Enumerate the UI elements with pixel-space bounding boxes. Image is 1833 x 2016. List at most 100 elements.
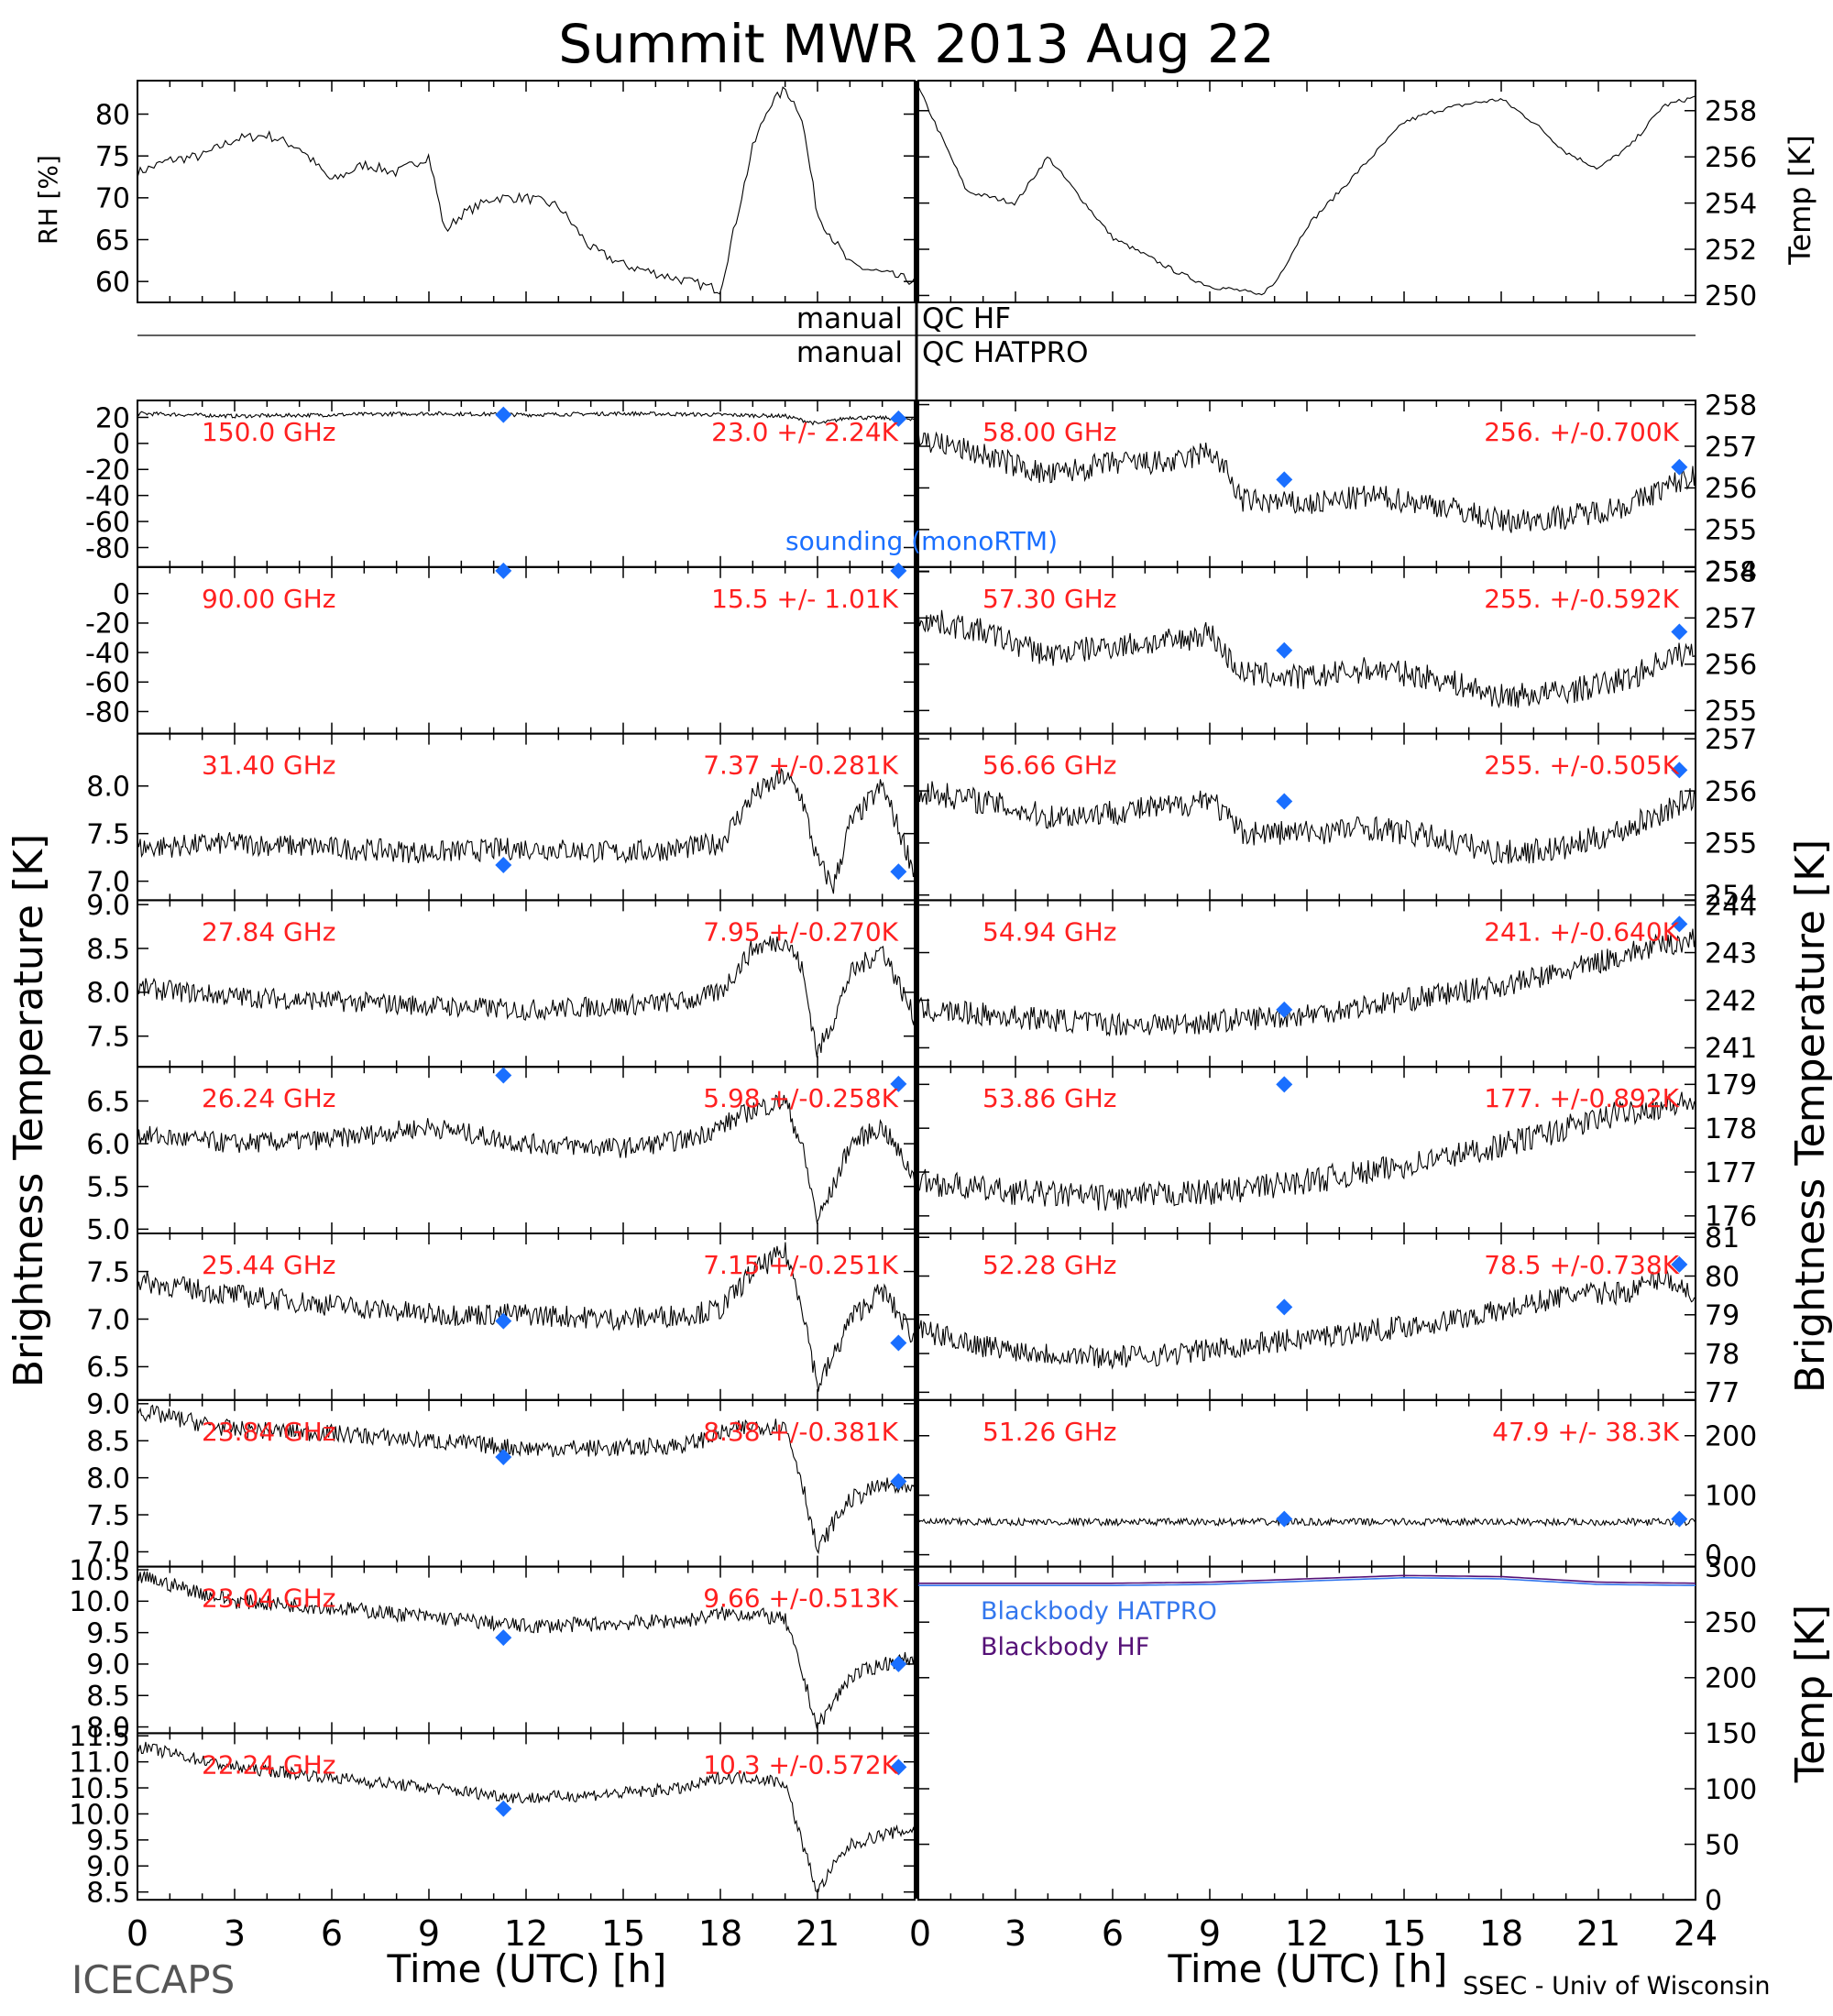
tb-series-line [137,767,916,894]
y-tick-label: 255 [1705,515,1757,547]
bb-hf-line [918,1574,1696,1584]
y-tick-label: 254 [1705,188,1757,220]
stats-label: 256. +/-0.700K [1484,417,1679,447]
rh-axis-label: RH [%] [33,155,63,245]
sounding-marker [890,1655,907,1672]
sounding-marker [890,1759,907,1776]
tb-series-line [137,1094,916,1225]
sounding-marker [1671,458,1688,476]
frequency-label: 31.40 GHz [202,751,336,781]
tb-series-line [137,411,916,426]
y-tick-label: 9.5 [86,1617,130,1649]
stats-label: 9.66 +/-0.513K [703,1583,898,1614]
y-tick-label: 100 [1705,1774,1757,1806]
y-tick-label: 11.5 [69,1721,130,1753]
qc-hf-right-label: QC HF [922,302,1011,335]
sounding-marker [495,562,512,579]
y-tick-label: 9.0 [86,1851,130,1883]
y-tick-label: 7.5 [86,1022,130,1054]
y-tick-label: 0 [1705,1539,1722,1572]
y-tick-label: 100 [1705,1480,1757,1512]
y-tick-label: 200 [1705,1663,1757,1695]
x-tick-label: 12 [1285,1913,1329,1954]
y-tick-label: 79 [1705,1300,1740,1332]
sounding-marker [1671,1255,1688,1273]
sounding-marker [1276,1001,1293,1018]
y-tick-label: 7.0 [86,866,130,898]
y-tick-label: 0 [1705,1885,1722,1917]
stats-label: 78.5 +/-0.738K [1484,1250,1679,1280]
y-tick-label: 258 [1705,389,1757,422]
y-tick-label: 50 [1705,1829,1740,1861]
y-tick-label: 7.5 [86,1256,130,1288]
sounding-marker [1671,915,1688,933]
y-tick-label: 75 [95,141,130,173]
y-tick-label: 80 [1705,1261,1740,1293]
stats-label: 8.38 +/-0.381K [703,1417,898,1447]
sounding-legend: sounding (monoRTM) [785,526,1058,556]
y-tick-label: 7.0 [86,1537,130,1569]
temp-axis-label: Temp [K] [1783,135,1817,265]
sounding-marker [495,1312,512,1330]
stats-label: 15.5 +/- 1.01K [711,584,898,614]
y-tick-label: 257 [1705,603,1757,635]
y-tick-label: 11.0 [69,1747,130,1779]
y-tick-label: 80 [95,99,130,131]
tb-series-line [917,1267,1696,1370]
sounding-marker [1671,1510,1688,1528]
y-tick-label: -60 [85,667,130,699]
bb-hf-legend: Blackbody HF [981,1633,1149,1661]
x-tick-label: 9 [1199,1913,1221,1954]
x-tick-label: 3 [224,1913,246,1954]
x-tick-label: 21 [1576,1913,1620,1954]
x-tick-label: 15 [1382,1913,1426,1954]
y-tick-label: 10.5 [69,1773,130,1805]
sounding-marker [1276,793,1293,810]
temp-series-line [917,86,1696,296]
y-tick-label: 7.5 [86,818,130,850]
y-tick-label: 200 [1705,1421,1757,1453]
stats-label: 47.9 +/- 38.3K [1492,1417,1679,1447]
tb-series-line [917,781,1696,866]
y-tick-label: 256 [1705,650,1757,682]
y-tick-label: -40 [85,638,130,670]
y-tick-label: 65 [95,225,130,257]
y-tick-label: 256 [1705,142,1757,174]
y-tick-label: 300 [1705,1551,1757,1583]
y-tick-label: -20 [85,455,130,487]
y-tick-label: 255 [1705,828,1757,860]
qc-hatpro-right-label: QC HATPRO [922,336,1089,369]
y-tick-label: 9.0 [86,1649,130,1682]
x-tick-label: 6 [1102,1913,1124,1954]
stats-label: 241. +/-0.640K [1484,916,1679,947]
y-tick-label: 77 [1705,1377,1740,1409]
rh-series-line [137,86,916,295]
y-tick-label: 6.5 [86,1352,130,1384]
frequency-label: 52.28 GHz [982,1250,1117,1280]
tb-series-line [137,1741,916,1892]
y-tick-label: 9.0 [86,890,130,922]
y-tick-label: 7.5 [86,1500,130,1532]
figure-title: Summit MWR 2013 Aug 22 [558,13,1275,75]
y-tick-label: 0 [113,579,130,611]
y-tick-label: 8.0 [86,772,130,804]
frequency-label: 56.66 GHz [982,751,1117,781]
tb-series-line [137,936,916,1058]
y-tick-label: 250 [1705,1607,1757,1639]
sounding-marker [1276,1076,1293,1093]
y-tick-label: 7.0 [86,1304,130,1336]
x-tick-label: 18 [1479,1913,1523,1954]
y-tick-label: 250 [1705,280,1757,312]
sounding-marker [1276,641,1293,659]
tb-series-line [917,1516,1696,1528]
y-tick-label: -80 [85,532,130,564]
y-tick-label: 78 [1705,1339,1740,1371]
y-tick-label: 258 [1705,96,1757,128]
sounding-marker [1671,623,1688,641]
y-tick-label: 6.0 [86,1129,130,1161]
y-tick-label: -40 [85,480,130,512]
y-tick-label: 178 [1705,1113,1757,1145]
frequency-label: 22.24 GHz [202,1749,336,1780]
y-tick-label: 6.5 [86,1086,130,1118]
bb-hatpro-line [918,1576,1696,1586]
